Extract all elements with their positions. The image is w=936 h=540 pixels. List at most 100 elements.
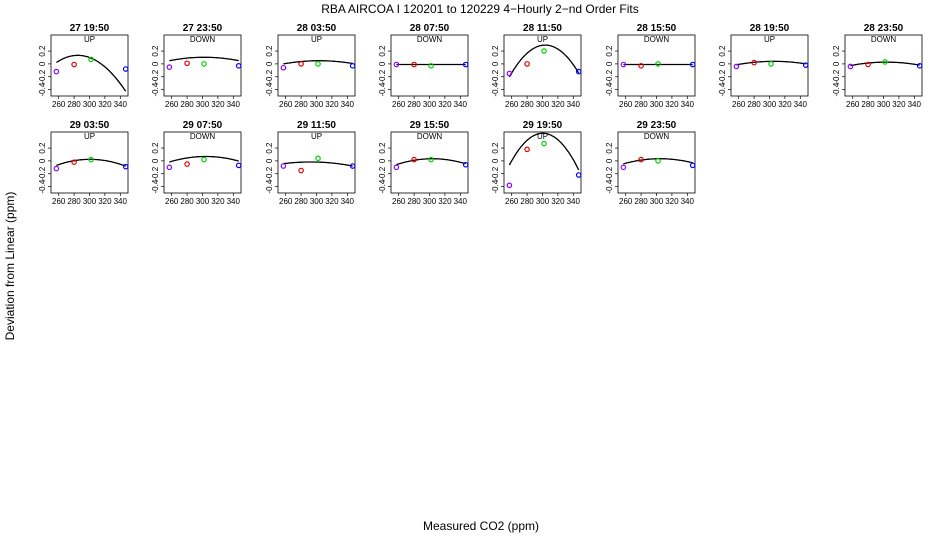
data-point bbox=[916, 63, 923, 69]
x-tick-label: 280 bbox=[294, 100, 308, 109]
x-tick-label: 300 bbox=[196, 197, 210, 206]
data-point bbox=[349, 163, 356, 169]
fit-curve bbox=[508, 44, 580, 78]
x-tick-label: 320 bbox=[438, 197, 452, 206]
y-tick-label: -0.4 bbox=[718, 82, 727, 96]
x-tick-label: 260 bbox=[52, 100, 66, 109]
panel-direction-label: UP bbox=[764, 35, 775, 44]
x-tick-label: 340 bbox=[341, 100, 355, 109]
x-tick-label: 300 bbox=[83, 100, 97, 109]
y-tick-label: 0.2 bbox=[718, 45, 727, 57]
x-tick-label: 340 bbox=[454, 197, 468, 206]
fit-curve bbox=[56, 158, 126, 167]
data-point bbox=[53, 165, 60, 172]
x-tick-label: 260 bbox=[619, 100, 633, 109]
fit-curve bbox=[283, 60, 353, 65]
x-tick-label: 260 bbox=[392, 197, 406, 206]
panel-direction-label: DOWN bbox=[190, 35, 216, 44]
chart-title: RBA AIRCOA I 120201 to 120229 4−Hourly 2… bbox=[321, 2, 639, 16]
x-tick-label: 280 bbox=[67, 100, 81, 109]
data-point bbox=[166, 64, 173, 70]
data-point bbox=[235, 162, 242, 169]
fit-curve bbox=[56, 54, 127, 92]
y-tick-label: 0 bbox=[378, 61, 387, 66]
panel-frame bbox=[503, 131, 582, 194]
x-tick-label: 260 bbox=[505, 100, 519, 109]
panel-time-label: 28 03:50 bbox=[297, 23, 337, 34]
x-tick-label: 340 bbox=[567, 197, 581, 206]
x-axis-label: Measured CO2 (ppm) bbox=[423, 519, 539, 533]
x-tick-label: 320 bbox=[438, 100, 452, 109]
x-tick-label: 320 bbox=[551, 197, 565, 206]
x-tick-label: 260 bbox=[505, 197, 519, 206]
data-point bbox=[315, 61, 321, 67]
data-point bbox=[847, 63, 854, 70]
x-tick-label: 260 bbox=[279, 197, 293, 206]
y-tick-label: 0 bbox=[151, 158, 160, 163]
y-tick-label: 0 bbox=[832, 61, 841, 66]
panel-time-label: 29 15:50 bbox=[410, 120, 450, 131]
panel-time-label: 29 03:50 bbox=[70, 120, 110, 131]
x-tick-label: 280 bbox=[294, 197, 308, 206]
y-tick-label: -0.4 bbox=[265, 179, 274, 193]
x-tick-label: 300 bbox=[650, 100, 664, 109]
y-tick-label: -0.2 bbox=[378, 166, 387, 180]
y-tick-label: 0.2 bbox=[832, 45, 841, 57]
y-tick-label: 0 bbox=[38, 158, 47, 163]
x-tick-label: 320 bbox=[211, 100, 225, 109]
x-tick-label: 260 bbox=[279, 100, 293, 109]
panel-direction-label: DOWN bbox=[417, 35, 443, 44]
panel-time-label: 28 19:50 bbox=[750, 23, 790, 34]
data-point bbox=[751, 59, 757, 66]
data-point bbox=[428, 156, 434, 163]
data-point bbox=[575, 68, 582, 75]
y-tick-label: -0.2 bbox=[491, 69, 500, 83]
x-tick-label: 340 bbox=[341, 197, 355, 206]
panel-time-label: 29 11:50 bbox=[297, 120, 336, 131]
x-tick-label: 320 bbox=[325, 197, 339, 206]
y-tick-label: 0 bbox=[718, 61, 727, 66]
x-tick-label: 260 bbox=[846, 100, 860, 109]
y-tick-label: -0.4 bbox=[605, 179, 614, 193]
y-axis-label: Deviation from Linear (ppm) bbox=[3, 192, 17, 341]
fit-curve bbox=[283, 161, 353, 167]
data-point bbox=[411, 156, 417, 163]
panel-time-label: 29 07:50 bbox=[183, 120, 223, 131]
x-tick-label: 320 bbox=[892, 100, 906, 109]
y-tick-label: 0.2 bbox=[38, 45, 47, 57]
y-tick-label: 0 bbox=[378, 158, 387, 163]
data-point bbox=[689, 162, 696, 169]
y-tick-label: -0.2 bbox=[718, 69, 727, 83]
y-tick-label: -0.4 bbox=[38, 179, 47, 193]
x-tick-label: 300 bbox=[877, 100, 891, 109]
y-tick-label: -0.2 bbox=[265, 69, 274, 83]
data-point bbox=[802, 62, 809, 68]
x-tick-label: 340 bbox=[794, 100, 808, 109]
data-point bbox=[541, 48, 547, 54]
x-tick-label: 340 bbox=[908, 100, 922, 109]
x-tick-label: 260 bbox=[165, 197, 179, 206]
panel-direction-label: DOWN bbox=[190, 132, 216, 141]
y-tick-label: 0 bbox=[491, 61, 500, 66]
panel-direction-label: DOWN bbox=[871, 35, 897, 44]
x-tick-label: 340 bbox=[227, 100, 241, 109]
panel-direction-label: UP bbox=[84, 132, 95, 141]
panel-time-label: 29 19:50 bbox=[523, 120, 563, 131]
panel-direction-label: UP bbox=[311, 132, 322, 141]
y-tick-label: 0 bbox=[151, 61, 160, 66]
x-tick-label: 340 bbox=[681, 100, 695, 109]
x-tick-label: 300 bbox=[536, 197, 550, 206]
data-point bbox=[88, 56, 94, 63]
y-tick-label: -0.2 bbox=[38, 166, 47, 180]
y-tick-label: 0 bbox=[605, 158, 614, 163]
data-point bbox=[768, 61, 774, 67]
x-tick-label: 260 bbox=[165, 100, 179, 109]
panel-time-label: 28 07:50 bbox=[410, 23, 450, 34]
y-tick-label: -0.4 bbox=[151, 82, 160, 96]
